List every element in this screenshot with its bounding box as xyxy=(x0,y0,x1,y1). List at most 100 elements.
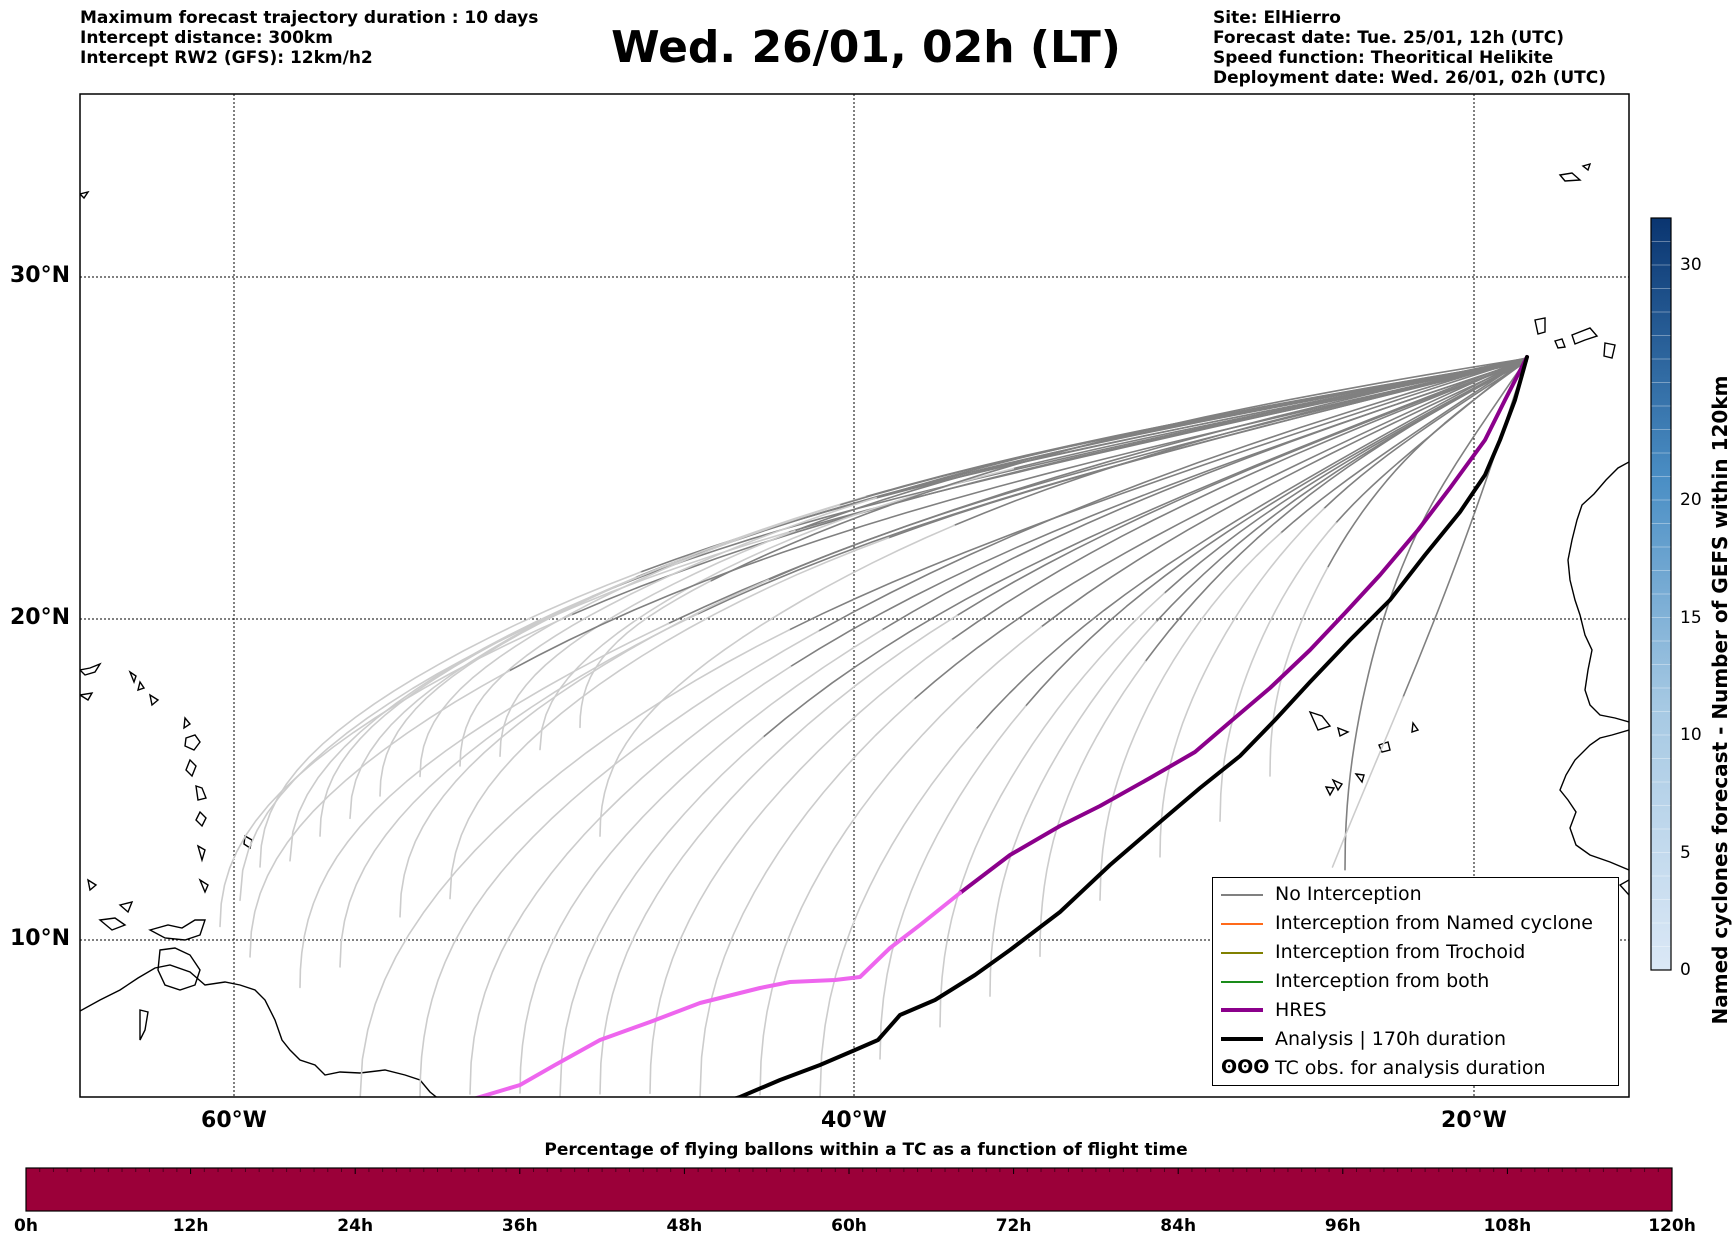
deployment-date-text: Deployment date: Wed. 26/01, 02h (UTC) xyxy=(1213,68,1607,88)
legend-hres: HRES xyxy=(1213,996,1618,1025)
gefs-trajectory-late xyxy=(469,665,792,1095)
colorbar-tick-label: 10 xyxy=(1680,725,1702,745)
gefs-trajectory xyxy=(709,357,1528,582)
gefs-trajectory xyxy=(817,357,1528,632)
gefs-trajectory xyxy=(794,360,1528,532)
legend-trochoid: Interception from Trochoid xyxy=(1213,938,1618,967)
site-text: Site: ElHierro xyxy=(1213,8,1341,28)
gefs-trajectory-late xyxy=(349,576,637,820)
colorbar-tick-label: 20 xyxy=(1680,490,1702,510)
gefs-trajectory-late xyxy=(649,638,953,1094)
gefs-trajectory-late xyxy=(239,531,790,902)
flight-time-tick-label: 72h xyxy=(995,1216,1032,1236)
forecast-date-text: Forecast date: Tue. 25/01, 12h (UTC) xyxy=(1213,28,1564,48)
gefs-trajectory-late xyxy=(1331,696,1404,868)
header-right-info: Site: ElHierro Forecast date: Tue. 25/01… xyxy=(1213,8,1606,88)
tc-symbol-icon: ʘʘʘ xyxy=(1221,1056,1270,1078)
legend-line xyxy=(1221,894,1263,896)
flight-time-tick-label: 60h xyxy=(831,1216,867,1236)
gefs-trajectory-late xyxy=(1219,522,1337,822)
flight-time-tick-label: 84h xyxy=(1160,1216,1197,1236)
flight-time-title: Percentage of flying ballons within a TC… xyxy=(544,1140,1188,1160)
gefs-trajectory-late xyxy=(339,613,699,968)
map-legend: No Interception Interception from Named … xyxy=(1212,877,1619,1086)
analysis-trajectory xyxy=(733,355,1529,1097)
gefs-trajectory xyxy=(953,359,1528,527)
legend-line xyxy=(1221,952,1263,954)
gefs-trajectory-late xyxy=(319,553,697,837)
gefs-trajectory-late xyxy=(879,705,1027,1060)
gefs-trajectory-late xyxy=(459,497,877,767)
map-gridlines xyxy=(80,94,1629,1097)
gefs-trajectory xyxy=(1344,358,1528,871)
flight-time-tick-label: 108h xyxy=(1483,1216,1532,1236)
gefs-trajectory-late xyxy=(1159,507,1325,858)
legend-line xyxy=(1221,981,1263,983)
gefs-trajectory xyxy=(508,360,1528,672)
gefs-trajectory-late xyxy=(699,698,915,1097)
flight-time-tick-label: 0h xyxy=(14,1216,38,1236)
flight-time-colorbar xyxy=(25,1167,1673,1212)
gefs-trajectory-late xyxy=(1039,660,1147,957)
gefs-trajectory xyxy=(1012,358,1528,470)
lat-label-30n: 30°N xyxy=(10,263,71,288)
gefs-trajectory-late xyxy=(579,580,712,729)
legend-no-interception: No Interception xyxy=(1213,880,1618,909)
gefs-trajectory xyxy=(956,360,1528,617)
gefs-trajectory xyxy=(913,358,1528,700)
cyclone-colorbar xyxy=(1650,217,1672,971)
gefs-trajectory xyxy=(887,359,1528,539)
colorbar-tick-label: 5 xyxy=(1680,842,1691,863)
legend-line xyxy=(1221,923,1263,925)
gefs-trajectory-late xyxy=(519,629,883,1094)
gefs-trajectory-late xyxy=(379,495,867,797)
flight-time-tick-label: 36h xyxy=(501,1216,538,1236)
gefs-trajectory xyxy=(788,357,1528,631)
gefs-trajectory xyxy=(762,358,1528,738)
lon-label-20w: 20°W xyxy=(1441,1108,1507,1133)
header-left-info: Maximum forecast trajectory duration : 1… xyxy=(80,8,538,68)
colorbar-tick-label: 15 xyxy=(1680,607,1702,628)
legend-line xyxy=(1221,1008,1263,1012)
colorbar-tick-label: 30 xyxy=(1680,255,1702,275)
lon-label-40w: 40°W xyxy=(821,1108,887,1133)
gefs-trajectory-late xyxy=(499,530,796,757)
gefs-trajectory xyxy=(1040,359,1528,628)
colorbar-title: Named cyclones forecast - Number of GEFS… xyxy=(1708,375,1732,1025)
hres-trajectory xyxy=(958,355,1529,895)
gefs-trajectory-late xyxy=(399,579,770,918)
gefs-trajectory xyxy=(975,357,1528,730)
lat-label-10n: 10°N xyxy=(10,926,71,951)
lon-label-60w: 60°W xyxy=(201,1108,267,1133)
coastlines xyxy=(80,162,1629,1097)
intercept-rw2-text: Intercept RW2 (GFS): 12km/h2 xyxy=(80,48,373,68)
legend-both: Interception from both xyxy=(1213,967,1618,996)
gefs-trajectory xyxy=(1280,357,1528,534)
gefs-trajectory-late xyxy=(359,629,791,1097)
gefs-trajectory-late xyxy=(1099,532,1282,901)
gefs-trajectory-late xyxy=(289,595,593,862)
gefs-trajectory-late xyxy=(599,614,958,1095)
flight-time-tick-label: 24h xyxy=(337,1216,374,1236)
gefs-trajectory xyxy=(950,360,1528,641)
gefs-trajectory-late xyxy=(1269,566,1329,777)
legend-named-cyclone: Interception from Named cyclone xyxy=(1213,909,1618,938)
gefs-trajectory-late xyxy=(419,630,820,1097)
gefs-trajectory-late xyxy=(989,620,1157,997)
flight-time-tick-label: 96h xyxy=(1324,1216,1361,1236)
gefs-trajectory-late xyxy=(559,736,765,1097)
gefs-trajectory xyxy=(667,357,1528,625)
trajectory-lines xyxy=(219,355,1529,1097)
gefs-trajectory-late xyxy=(419,504,841,778)
gefs-trajectory xyxy=(767,360,1528,581)
gefs-trajectory-late xyxy=(259,571,642,868)
gefs-trajectory-late xyxy=(449,537,890,900)
gefs-trajectory-late xyxy=(939,592,1166,1028)
legend-analysis: Analysis | 170h duration xyxy=(1213,1025,1618,1054)
legend-tc-obs: ʘʘʘ TC obs. for analysis duration xyxy=(1221,1056,1546,1079)
gefs-trajectory-late xyxy=(759,625,1043,1096)
flight-time-tick-label: 120h xyxy=(1648,1216,1696,1236)
flight-time-tick-label: 12h xyxy=(172,1216,209,1236)
map-frame xyxy=(79,93,1630,1098)
